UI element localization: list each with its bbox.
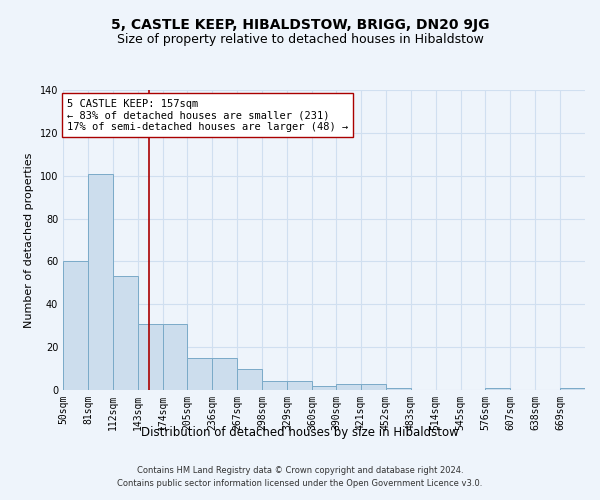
Bar bbox=[63, 262, 88, 390]
Bar bbox=[485, 388, 511, 390]
Bar bbox=[113, 276, 137, 390]
Text: 5, CASTLE KEEP, HIBALDSTOW, BRIGG, DN20 9JG: 5, CASTLE KEEP, HIBALDSTOW, BRIGG, DN20 … bbox=[111, 18, 489, 32]
Text: Contains HM Land Registry data © Crown copyright and database right 2024.
Contai: Contains HM Land Registry data © Crown c… bbox=[118, 466, 482, 487]
Bar bbox=[88, 174, 113, 390]
Bar bbox=[560, 388, 585, 390]
Bar bbox=[312, 386, 336, 390]
Bar bbox=[361, 384, 386, 390]
Bar bbox=[212, 358, 237, 390]
Bar bbox=[163, 324, 187, 390]
Bar bbox=[262, 382, 287, 390]
Text: 5 CASTLE KEEP: 157sqm
← 83% of detached houses are smaller (231)
17% of semi-det: 5 CASTLE KEEP: 157sqm ← 83% of detached … bbox=[67, 98, 348, 132]
Text: Distribution of detached houses by size in Hibaldstow: Distribution of detached houses by size … bbox=[141, 426, 459, 439]
Bar bbox=[386, 388, 411, 390]
Text: Size of property relative to detached houses in Hibaldstow: Size of property relative to detached ho… bbox=[116, 32, 484, 46]
Bar bbox=[137, 324, 163, 390]
Bar bbox=[237, 368, 262, 390]
Y-axis label: Number of detached properties: Number of detached properties bbox=[24, 152, 34, 328]
Bar bbox=[336, 384, 361, 390]
Bar bbox=[287, 382, 312, 390]
Bar bbox=[187, 358, 212, 390]
